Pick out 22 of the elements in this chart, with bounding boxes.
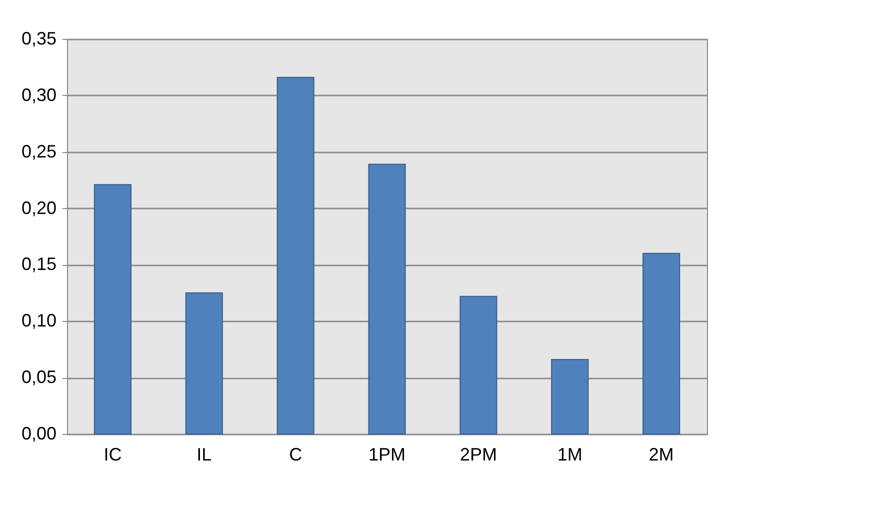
bar [94, 184, 132, 434]
y-tick-label: 0,05 [21, 367, 56, 388]
bar [185, 292, 223, 434]
bar [551, 359, 589, 434]
y-tick-label: 0,10 [21, 310, 56, 331]
y-tick-label: 0,20 [21, 198, 56, 218]
x-tick-label: C [289, 444, 302, 464]
y-tick-label: 0,25 [21, 141, 56, 162]
y-tick-label: 0,00 [21, 424, 56, 444]
x-tick-label: 2PM [460, 444, 497, 464]
bar [460, 296, 498, 434]
bar [368, 164, 406, 434]
x-tick-label: IC [104, 444, 122, 464]
x-tick-label: IL [196, 444, 212, 464]
y-tick-label: 0,30 [21, 84, 56, 105]
x-tick-label: 1M [557, 444, 582, 464]
x-tick-label: 1PM [368, 444, 406, 464]
y-tick-label: 0,15 [21, 254, 56, 274]
x-tick-label: 2M [648, 444, 674, 464]
bar [642, 252, 680, 434]
bar [276, 76, 314, 434]
y-tick-label: 0,35 [21, 28, 56, 48]
